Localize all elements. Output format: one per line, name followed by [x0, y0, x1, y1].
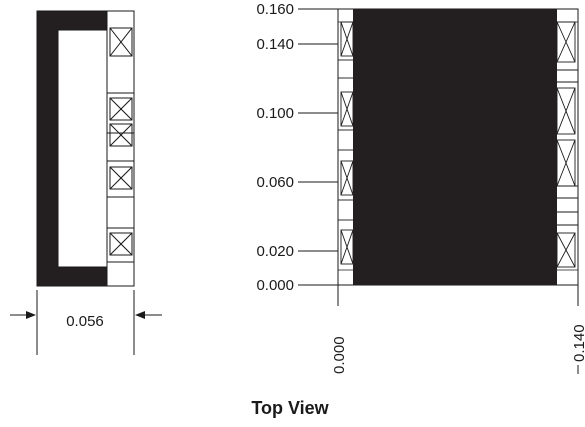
y-label-0.140: 0.140 — [256, 36, 294, 53]
right-pad-4-diag-b — [556, 232, 576, 268]
y-label-0.000: 0.000 — [256, 277, 294, 294]
side-pad-3-diag-b — [109, 123, 133, 147]
side-pad-5 — [109, 232, 133, 256]
left-pad-1-diag-b — [340, 21, 354, 57]
dimension-arrow-right-head — [135, 311, 145, 319]
left-pad-4-diag-b — [340, 229, 354, 265]
y-label-0.060: 0.060 — [256, 174, 294, 191]
side-pad-4-diag-b — [109, 166, 133, 190]
y-label-0.100: 0.100 — [256, 105, 294, 122]
diagram-title: Top View — [251, 398, 329, 418]
x-label-0.140: 0.140 — [571, 324, 585, 362]
top-view-left-terminals — [338, 21, 354, 265]
top-view-right-terminals — [556, 21, 578, 268]
left-pad-2-diag-b — [340, 91, 354, 127]
side-view-package-body — [36, 10, 108, 287]
y-label-0.020: 0.020 — [256, 243, 294, 260]
x-scale — [337, 285, 579, 374]
side-pad-5-diag-b — [109, 232, 133, 256]
right-pad-1-diag-b — [556, 21, 576, 63]
right-pad-2-diag-b — [556, 87, 576, 135]
y-label-0.160: 0.160 — [256, 1, 294, 18]
side-view-terminal-pads — [107, 27, 134, 263]
width-dimension — [10, 290, 162, 355]
right-pad-3-diag-b — [556, 139, 576, 187]
y-scale — [298, 8, 338, 286]
side-pad-4 — [109, 166, 133, 190]
side-pad-2 — [109, 97, 133, 121]
top-view: 0.160 0.140 0.100 0.060 0.020 0.000 0.00… — [256, 1, 585, 374]
x-label-0.000: 0.000 — [331, 336, 348, 374]
left-pad-3-diag-b — [340, 160, 354, 196]
side-pad-1 — [109, 27, 133, 57]
width-dimension-label: 0.056 — [66, 313, 104, 330]
top-view-package-body — [353, 9, 557, 285]
side-view-terminal-strip — [106, 10, 135, 287]
dimension-arrow-left-head — [26, 311, 36, 319]
side-view: 0.056 — [10, 10, 162, 355]
side-pad-1-diag-b — [109, 27, 133, 57]
side-pad-2-diag-b — [109, 97, 133, 121]
side-pad-3 — [109, 123, 133, 147]
